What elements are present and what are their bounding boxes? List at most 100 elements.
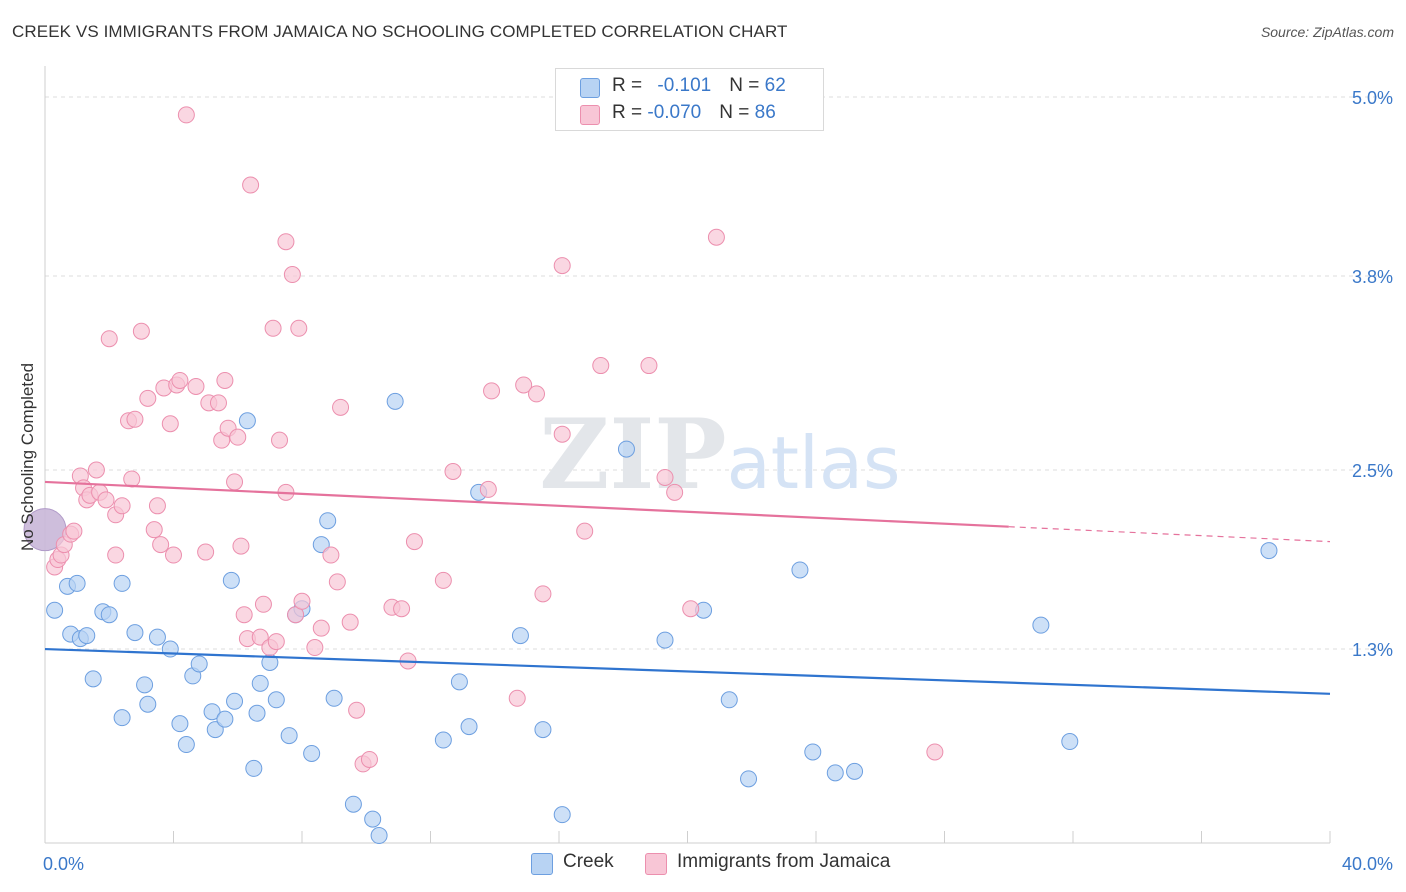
creek-point	[434, 731, 452, 749]
creek-point	[248, 704, 266, 722]
jamaica-point	[264, 319, 282, 337]
jamaica-point	[283, 266, 301, 284]
creek-point	[190, 655, 208, 673]
creek-point	[251, 674, 269, 692]
jamaica-point	[139, 389, 157, 407]
creek-point	[222, 571, 240, 589]
jamaica-point	[87, 461, 105, 479]
jamaica-point	[592, 357, 610, 375]
creek-point	[126, 624, 144, 642]
jamaica-point	[97, 491, 115, 509]
y-tick-label: 3.8%	[1352, 267, 1393, 287]
creek-point	[303, 744, 321, 762]
jamaica-point	[229, 428, 247, 446]
axes-layer	[44, 66, 1331, 844]
jamaica-r-label: R =	[612, 102, 648, 123]
creek-point	[325, 689, 343, 707]
creek-point	[344, 795, 362, 813]
jamaica-point	[576, 522, 594, 540]
creek-legend-swatch	[531, 853, 553, 875]
watermark: ZIPatlas	[539, 398, 900, 511]
jamaica-point	[161, 415, 179, 433]
creek-point	[84, 670, 102, 688]
creek-point	[113, 574, 131, 592]
creek-point	[171, 715, 189, 733]
creek-trend-line	[44, 647, 1331, 695]
creek-point	[203, 703, 221, 721]
creek-point	[312, 536, 330, 554]
creek-point	[1032, 616, 1050, 634]
jamaica-point	[508, 689, 526, 707]
jamaica-legend-swatch	[645, 853, 667, 875]
creek-point	[245, 759, 263, 777]
creek-point	[68, 574, 86, 592]
creek-r-value: -0.101	[657, 75, 712, 96]
y-tick-label: 1.3%	[1352, 640, 1393, 660]
jamaica-point	[251, 628, 269, 646]
creek-point	[534, 721, 552, 739]
creek-n-value: 62	[764, 75, 786, 96]
jamaica-point	[528, 385, 546, 403]
creek-point	[148, 628, 166, 646]
jamaica-point	[479, 480, 497, 498]
jamaica-point	[666, 483, 684, 501]
creek-swatch	[580, 78, 600, 98]
creek-point	[617, 440, 635, 458]
jamaica-point	[148, 497, 166, 515]
jamaica-point	[328, 573, 346, 591]
creek-point	[656, 631, 674, 649]
watermark-atlas: atlas	[727, 421, 901, 505]
jamaica-point	[306, 639, 324, 657]
jamaica-point	[434, 571, 452, 589]
jamaica-point	[332, 398, 350, 416]
creek-point	[450, 673, 468, 691]
jamaica-swatch	[580, 105, 600, 125]
creek-point	[280, 727, 298, 745]
creek-point	[553, 806, 571, 824]
jamaica-point	[187, 377, 205, 395]
jamaica-point	[553, 257, 571, 275]
creek-point	[139, 695, 157, 713]
jamaica-point	[312, 619, 330, 637]
jamaica-point	[293, 592, 311, 610]
creek-point	[216, 710, 234, 728]
creek-point	[846, 762, 864, 780]
jamaica-point	[177, 106, 195, 124]
jamaica-point	[640, 357, 658, 375]
jamaica-point	[113, 497, 131, 515]
jamaica-point	[123, 470, 141, 488]
creek-point	[267, 691, 285, 709]
jamaica-point	[393, 600, 411, 618]
jamaica-point	[145, 521, 163, 539]
tick-labels: 1.3% 2.5% 3.8% 5.0% 0.0% 40.0%	[43, 88, 1393, 874]
creek-point	[804, 743, 822, 761]
jamaica-point	[232, 537, 250, 555]
jamaica-point	[483, 382, 501, 400]
jamaica-trend-line	[44, 480, 1009, 528]
jamaica-point	[126, 410, 144, 428]
creek-r-label: R =	[612, 75, 648, 96]
jamaica-point	[171, 371, 189, 389]
jamaica-point	[656, 468, 674, 486]
x-tick-label: 0.0%	[43, 854, 84, 874]
x-tick-label: 40.0%	[1342, 854, 1393, 874]
jamaica-point	[65, 522, 83, 540]
creek-point	[826, 764, 844, 782]
jamaica-point	[242, 176, 260, 194]
creek-point	[46, 601, 64, 619]
jamaica-legend-label: Immigrants from Jamaica	[677, 851, 891, 872]
jamaica-point	[165, 546, 182, 564]
creek-n-label: N =	[729, 75, 765, 96]
jamaica-point	[152, 536, 170, 554]
jamaica-r-value: -0.070	[647, 102, 702, 123]
creek-point	[460, 718, 478, 736]
creek-point	[386, 392, 404, 410]
jamaica-point	[267, 633, 285, 651]
jamaica-point	[235, 606, 253, 624]
trend-lines	[44, 480, 1331, 695]
source-label: Source: ZipAtlas.com	[1260, 24, 1394, 40]
jamaica-point	[341, 613, 359, 631]
creek-point	[238, 412, 256, 430]
creek-point	[364, 810, 382, 828]
